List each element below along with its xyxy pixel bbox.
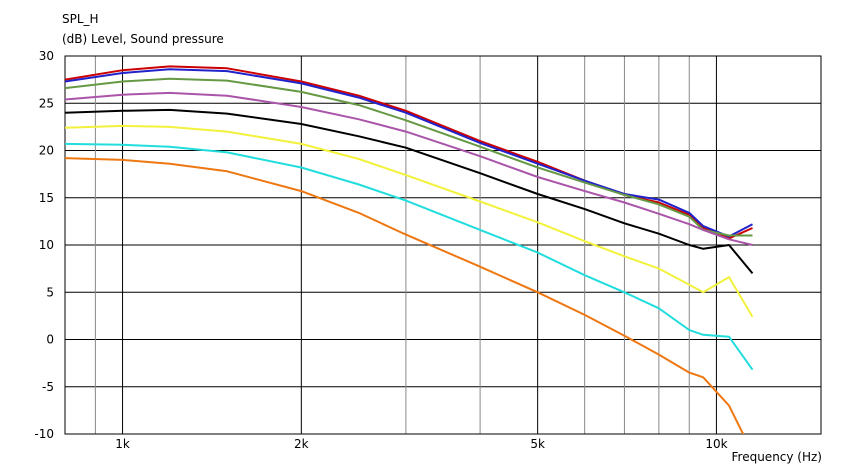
x-tick-labels: 1k 2k 5k 10k: [115, 437, 727, 451]
y-tick-label: 0: [46, 333, 54, 347]
y-tick-label: 30: [39, 49, 54, 63]
plot-frame: [64, 55, 822, 435]
series-line-5: [65, 108, 754, 275]
series-line-7: [65, 142, 754, 371]
y-tick-label: 20: [39, 144, 54, 158]
series-line-3: [65, 77, 753, 237]
y-tick-label: 25: [39, 96, 54, 110]
y-tick-label: -10: [34, 427, 54, 441]
chart-title: SPL_H: [62, 12, 99, 26]
series-line-4: [65, 91, 753, 246]
y-tick-label: 15: [39, 191, 54, 205]
chart-subtitle: (dB) Level, Sound pressure: [62, 32, 224, 46]
series-line-6: [65, 124, 754, 318]
y-tick-label: 10: [39, 238, 54, 252]
y-tick-label: 5: [46, 285, 54, 299]
series-layer: [65, 65, 754, 434]
x-tick-label: 5k: [530, 437, 545, 451]
series-line-2: [65, 68, 753, 238]
x-axis-label: Frequency (Hz): [731, 450, 823, 464]
series-line-1: [65, 65, 753, 240]
series-line-8: [65, 157, 745, 434]
x-tick-label: 1k: [115, 437, 130, 451]
x-tick-label: 10k: [705, 437, 727, 451]
y-tick-labels: 30 25 20 15 10 5 0 -5 -10: [34, 49, 54, 441]
y-tick-label: -5: [42, 380, 54, 394]
grid: [65, 55, 821, 435]
x-tick-label: 2k: [294, 437, 309, 451]
